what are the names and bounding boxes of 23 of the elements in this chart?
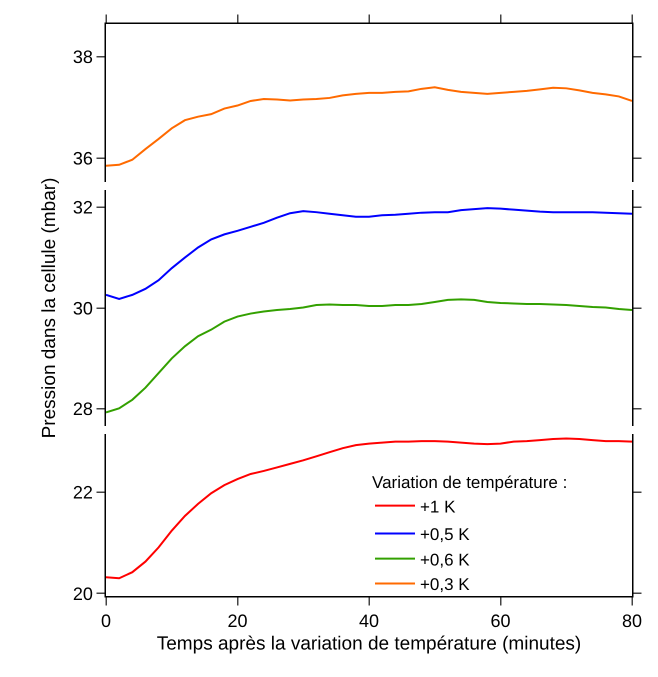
y-tick-label: 38 [72,47,93,68]
y-tick-label: 22 [72,482,93,503]
y-tick-label: 36 [72,148,93,168]
y-tick-label: 32 [72,197,93,218]
x-axis-title: Temps après la variation de température (minutes) [156,634,582,655]
legend-title: Variation de température : [372,473,568,492]
line-series [106,298,632,414]
y-tick-label: 28 [72,399,93,420]
legend-label: +0,3 K [420,575,470,594]
x-tick-label: 40 [358,611,380,632]
legend-label: +0,5 K [420,525,470,544]
y-axis-title: Pression dans la cellule (mbar) [38,178,60,438]
line-series [106,438,632,580]
x-tick-label: 20 [227,611,248,632]
x-tick-label: 0 [100,611,112,632]
y-tick-label: 20 [72,584,93,604]
line-series [106,207,632,300]
x-tick-label: 80 [622,611,642,632]
x-tick-label: 60 [490,611,511,632]
legend-label: +1 K [420,497,456,516]
line-series [106,86,632,167]
legend-label: +0,6 K [420,550,470,570]
y-tick-label: 30 [72,298,93,318]
